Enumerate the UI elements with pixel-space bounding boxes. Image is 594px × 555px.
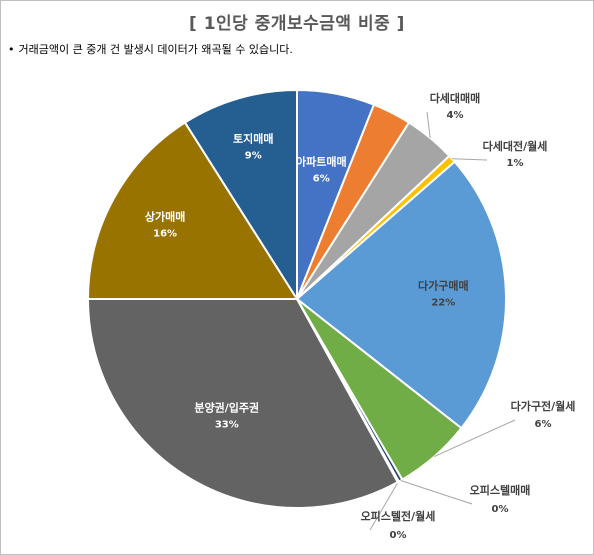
leader-line: [400, 480, 473, 505]
leader-line: [451, 158, 488, 161]
slice-label: 다가구전/월세: [511, 399, 576, 413]
leader-line: [369, 481, 399, 531]
slice-label: 아파트전/월세: [373, 62, 438, 76]
slice-label: 오피스텔매매: [470, 483, 531, 497]
pie-slice: [295, 160, 507, 430]
slice-label: 분양권/입주권: [194, 401, 259, 415]
chart-subtitle: • 거래금액이 큰 중개 건 발생시 데이터가 왜곡될 수 있습니다.: [8, 41, 293, 57]
pie-slice: [183, 88, 298, 303]
slice-value: 1%: [507, 158, 524, 169]
slice-value: 6%: [313, 174, 330, 185]
slice-label: 오피스텔전/월세: [361, 509, 436, 523]
chart-title: [ 1인당 중개보수금액 비중 ]: [189, 14, 405, 34]
slice-value: 0%: [390, 530, 407, 541]
slice-label: 상가매매: [145, 210, 185, 224]
slice-label: 다세대매매: [430, 91, 481, 105]
slice-value: 0%: [492, 504, 509, 515]
pie-slice: [86, 121, 299, 300]
slice-value: 6%: [535, 419, 552, 430]
slice-value: 4%: [447, 110, 464, 121]
slice-label: 아파트매매: [296, 155, 347, 169]
slice-value: 33%: [215, 420, 239, 431]
slice-label: 다세대전/월세: [483, 139, 548, 153]
pie-slice: [86, 298, 400, 509]
slice-label: 토지매매: [233, 132, 273, 146]
subtitle-text: 거래금액이 큰 중개 건 발생시 데이터가 왜곡될 수 있습니다.: [18, 43, 293, 56]
slice-label: 다가구매매: [418, 278, 469, 292]
slice-value: 16%: [153, 229, 177, 240]
leader-line: [426, 111, 431, 139]
slice-value: 9%: [245, 151, 262, 162]
slice-value: 22%: [431, 297, 455, 308]
bullet-icon: •: [8, 43, 15, 56]
leader-line: [433, 419, 516, 458]
slice-value: 3%: [397, 81, 414, 92]
